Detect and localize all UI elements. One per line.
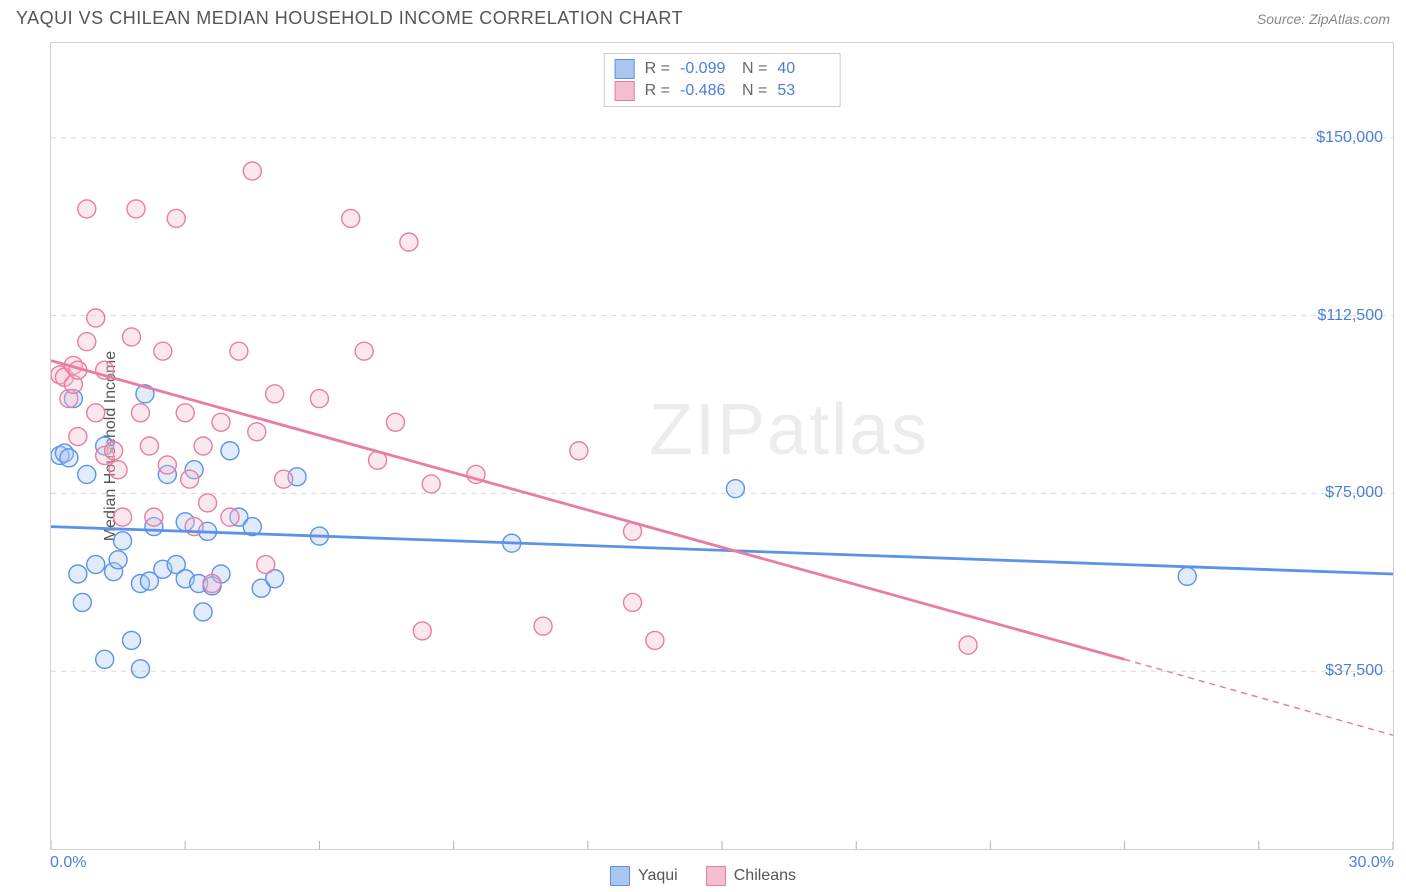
correlation-stats-box: R = -0.099 N = 40 R = -0.486 N = 53	[604, 53, 841, 107]
x-axis-start: 0.0%	[50, 854, 86, 872]
stat-r-value: -0.099	[680, 60, 732, 78]
legend-label: Yaqui	[638, 867, 678, 885]
chart-plot-area: ZIPatlas R =-0.099N =40R =-0.486N =53 $3…	[50, 42, 1394, 850]
legend-item: Chileans	[706, 866, 796, 886]
y-tick-label: $37,500	[1325, 662, 1383, 680]
stat-swatch	[615, 81, 635, 101]
legend-swatch	[706, 866, 726, 886]
chart-header: YAQUI VS CHILEAN MEDIAN HOUSEHOLD INCOME…	[0, 0, 1406, 33]
y-tick-label: $112,500	[1317, 307, 1383, 325]
stat-n-label: N =	[742, 82, 767, 100]
x-axis-end: 30.0%	[1349, 854, 1394, 872]
chart-title: YAQUI VS CHILEAN MEDIAN HOUSEHOLD INCOME…	[16, 8, 683, 29]
legend: Yaqui Chileans	[610, 866, 796, 886]
y-tick-label: $150,000	[1316, 129, 1383, 147]
stat-row: R = -0.099 N = 40	[615, 58, 830, 80]
legend-swatch	[610, 866, 630, 886]
legend-label: Chileans	[734, 867, 796, 885]
stat-row: R = -0.486 N = 53	[615, 80, 830, 102]
chart-source: Source: ZipAtlas.com	[1257, 11, 1390, 27]
y-tick-label: $75,000	[1325, 484, 1383, 502]
stat-n-label: N =	[742, 60, 767, 78]
legend-item: Yaqui	[610, 866, 678, 886]
stat-n-value: 40	[777, 60, 829, 78]
stat-r-label: R =	[645, 82, 670, 100]
stat-r-label: R =	[645, 60, 670, 78]
stat-r-value: -0.486	[680, 82, 732, 100]
stat-swatch	[615, 59, 635, 79]
scatter-svg	[51, 43, 1393, 849]
stat-n-value: 53	[777, 82, 829, 100]
